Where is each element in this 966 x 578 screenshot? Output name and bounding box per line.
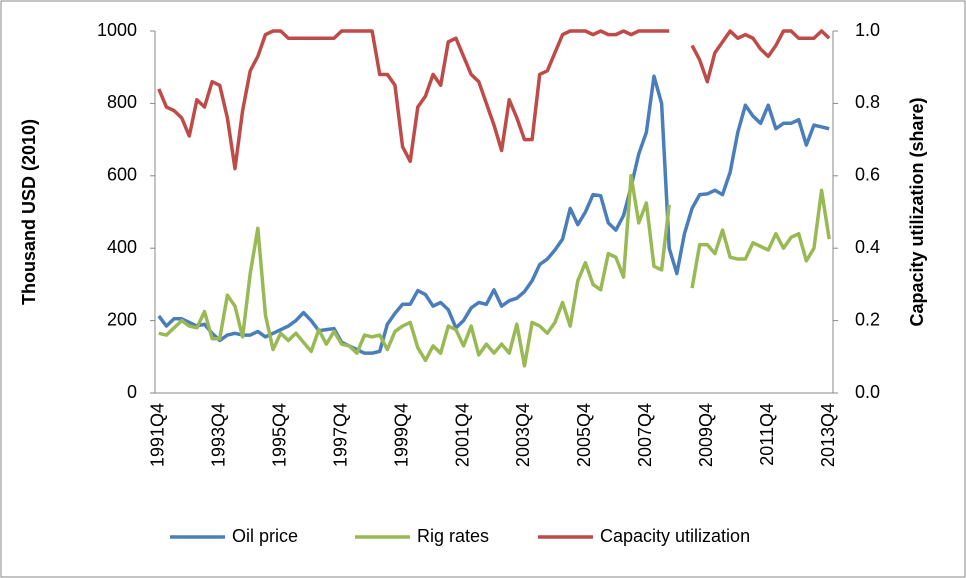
- y-tick-label: 800: [107, 92, 137, 112]
- y-axis-title: Thousand USD (2010): [19, 119, 39, 305]
- y2-tick-label: 0.0: [855, 382, 880, 402]
- x-tick-label: 2011Q4: [757, 403, 777, 466]
- x-tick-label: 1997Q4: [330, 403, 350, 467]
- y-tick-label: 400: [107, 237, 137, 257]
- series-line: [157, 29, 831, 171]
- y-tick-label: 200: [107, 309, 137, 329]
- y-tick-label: 600: [107, 165, 137, 185]
- y2-tick-label: 0.8: [855, 92, 880, 112]
- x-tick-label: 2007Q4: [635, 403, 655, 467]
- x-tick-label: 2013Q4: [818, 403, 838, 467]
- y-tick-label: 1000: [97, 20, 137, 40]
- x-tick-label: 1995Q4: [269, 403, 289, 467]
- series-line: [158, 174, 831, 368]
- x-tick-label: 2003Q4: [513, 403, 533, 467]
- legend-label: Rig rates: [417, 526, 489, 546]
- y2-tick-label: 0.2: [855, 309, 880, 329]
- x-tick-label: 2001Q4: [452, 403, 472, 467]
- y2-tick-label: 1.0: [855, 20, 880, 40]
- legend-label: Oil price: [232, 526, 298, 546]
- y-tick-label: 0: [127, 382, 137, 402]
- x-tick-label: 1991Q4: [148, 403, 168, 467]
- y2-tick-label: 0.4: [855, 237, 880, 257]
- y2-tick-label: 0.6: [855, 165, 880, 185]
- y2-axis-title: Capacity utilization (share): [907, 97, 927, 326]
- x-tick-label: 2009Q4: [696, 403, 716, 467]
- x-tick-label: 1999Q4: [391, 403, 411, 467]
- x-tick-label: 1993Q4: [209, 403, 229, 467]
- legend-label: Capacity utilization: [600, 526, 750, 546]
- x-tick-label: 2005Q4: [574, 403, 594, 467]
